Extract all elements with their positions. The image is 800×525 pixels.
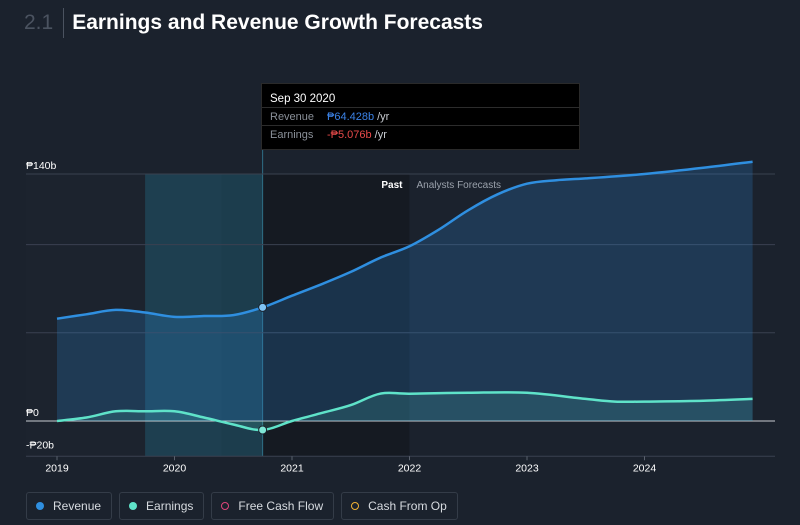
earnings-dot-icon — [129, 502, 138, 510]
x-tick-label: 2023 — [515, 462, 539, 474]
legend-fcf-label: Free Cash Flow — [238, 499, 324, 513]
x-tick-label: 2021 — [280, 462, 304, 474]
tooltip-earnings-row: Earnings -₱5.076b /yr — [262, 125, 579, 144]
tooltip-earnings-value: -₱5.076b — [327, 129, 372, 141]
tooltip-revenue-row: Revenue ₱64.428b /yr — [262, 107, 579, 126]
legend-revenue-label: Revenue — [53, 499, 102, 513]
legend-earnings-label: Earnings — [146, 499, 194, 513]
x-tick-label: 2022 — [398, 462, 422, 474]
revenue-line — [56, 160, 753, 320]
legend-revenue-button[interactable]: Revenue — [26, 492, 113, 520]
legend-cfo-label: Cash From Op — [368, 499, 447, 513]
earnings-hover-marker — [258, 425, 268, 435]
chart-tooltip: Sep 30 2020 Revenue ₱64.428b /yr Earning… — [261, 83, 580, 150]
earnings-revenue-chart[interactable]: ₱140b ₱0 -₱20b 2019 2020 2021 2022 2023 2024 Past… — [0, 0, 800, 490]
section-header: 2.1 Earnings and Revenue Growth Forecast… — [24, 8, 483, 38]
y-axis-label: ₱0 — [26, 407, 39, 419]
revenue-hover-marker — [258, 302, 268, 312]
chart-legend: Revenue Earnings Free Cash Flow Cash Fro… — [26, 492, 458, 520]
tooltip-date: Sep 30 2020 — [270, 93, 336, 105]
tooltip-earnings-unit: /yr — [374, 129, 387, 141]
revenue-dot-icon — [36, 502, 44, 510]
forecast-label: Analysts Forecasts — [417, 180, 501, 191]
earnings-line — [56, 391, 753, 432]
y-axis-label: -₱20b — [26, 439, 54, 451]
tooltip-earnings-label: Earnings — [270, 129, 314, 141]
legend-cfo-button[interactable]: Cash From Op — [341, 492, 458, 520]
tooltip-revenue-value: ₱64.428b — [327, 111, 375, 123]
past-label: Past — [381, 180, 403, 191]
x-tick-label: 2019 — [45, 462, 69, 474]
earnings-area — [57, 392, 753, 431]
tooltip-revenue-label: Revenue — [270, 111, 315, 123]
x-tick-label: 2020 — [163, 462, 187, 474]
section-number: 2.1 — [24, 8, 65, 38]
tooltip-revenue-unit: /yr — [377, 111, 390, 123]
y-axis-label: ₱140b — [26, 160, 57, 172]
cfo-ring-icon — [351, 502, 360, 510]
fcf-ring-icon — [221, 502, 230, 510]
chart-title: Earnings and Revenue Growth Forecasts — [72, 11, 483, 34]
legend-fcf-button[interactable]: Free Cash Flow — [211, 492, 335, 520]
legend-earnings-button[interactable]: Earnings — [119, 492, 205, 520]
x-tick-label: 2024 — [633, 462, 657, 474]
revenue-area — [57, 161, 753, 421]
